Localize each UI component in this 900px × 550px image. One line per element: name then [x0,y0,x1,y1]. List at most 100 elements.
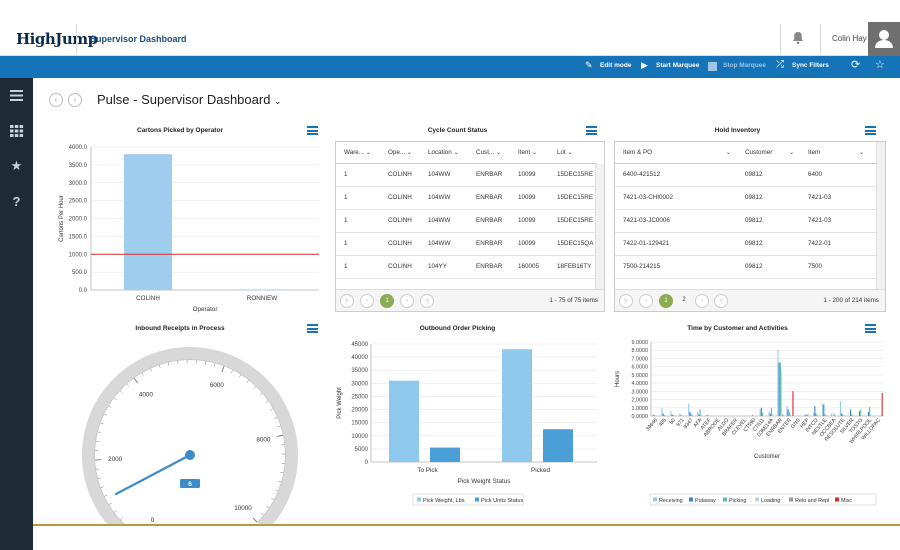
page-button[interactable]: 2 [682,297,686,303]
bar [688,403,690,416]
column-header-label: Item & PO [623,148,653,156]
bar [816,414,818,416]
cell: 6400-421512 [615,163,737,187]
bar [822,403,824,416]
x-tick-label: COLINH [136,295,160,302]
column-header[interactable]: Lot ⌄ [549,142,597,164]
table-row[interactable]: 7421-03-CHI0002 09812 7421-03 [615,186,878,210]
last-page-button[interactable]: ›| [714,294,728,308]
chevron-down-icon: ⌄ [274,96,282,106]
cell: 7422-01-129421 [615,232,737,256]
column-header[interactable]: Ope... ⌄ [380,142,420,164]
edit-mode-button[interactable]: Edit mode [600,62,632,69]
table-row[interactable]: 1 COLINH 104WW ENRBAR 10099 15DEC15RE [336,209,597,233]
bar [778,362,780,416]
highjump-logo[interactable]: HighJump [16,30,98,48]
panel-menu-icon[interactable] [865,126,876,135]
column-header[interactable]: Ware... ⌄ [336,142,380,164]
column-header[interactable]: Cust... ⌄ [468,142,510,164]
prev-page-button[interactable]: ‹ [360,294,374,308]
forward-button[interactable]: › [68,93,82,107]
cell: COLINH [380,232,420,256]
panel-menu-icon[interactable] [865,324,876,333]
cell: 10099 [510,186,549,210]
cell: COLINH [380,186,420,210]
bar [502,349,532,462]
vertical-scrollbar[interactable] [876,142,885,289]
gauge-tick [231,370,233,373]
y-tick-label: 1000.0 [69,252,88,258]
column-header-label: Cust... [476,148,495,156]
y-tick-label: 7.0000 [632,356,649,362]
cell: 7421-03-CHI0002 [615,186,737,210]
table-row[interactable]: 1 COLINH 104WW ENRBAR 10099 15DEC15QA [336,232,597,256]
grid-icon[interactable] [8,122,25,139]
column-header[interactable]: Item ⌄ [510,142,549,164]
back-button[interactable]: ‹ [49,93,63,107]
y-tick-label: 4.0000 [632,381,649,387]
gauge-tick [276,434,284,437]
table-row[interactable]: 1 COLINH 104YY ENRBAR 160005 18FEB16TY [336,255,597,279]
first-page-button[interactable]: |‹ [619,294,633,308]
next-page-button[interactable]: › [400,294,414,308]
bar [769,413,771,416]
bar [860,409,862,416]
bar [763,415,765,416]
page-button-current[interactable]: 1 [659,294,673,308]
panel-menu-icon[interactable] [307,126,318,135]
gauge-tick [108,405,112,408]
page-button-current[interactable]: 1 [380,294,394,308]
bell-icon[interactable] [792,31,804,45]
first-page-button[interactable]: |‹ [340,294,354,308]
x-axis-label: Pick Weight Status [458,478,511,485]
bar [839,401,841,416]
bar [543,429,573,462]
gauge-tick [126,383,129,387]
cell: 09812 [737,255,800,279]
table-row[interactable]: 7500-214215 09812 7500 [615,255,878,279]
y-tick-label: 2500.0 [69,199,88,205]
table-row[interactable]: 6400-421512 09812 6400 [615,163,878,187]
gauge-tick [214,363,216,367]
start-marquee-button[interactable]: Start Marquee [656,62,700,69]
user-name[interactable]: Colin Hay [832,34,867,43]
y-tick-label: 45000 [351,342,368,348]
header-divider [76,24,77,54]
bar [430,447,460,462]
table-row[interactable]: 7422-01-129421 09812 7422-01 [615,232,878,256]
column-header[interactable]: Location ⌄ [420,142,468,164]
column-header[interactable]: Customer ⌄ [737,142,800,164]
stop-marquee-button[interactable]: Stop Marquee [723,62,766,69]
panel-menu-icon[interactable] [586,126,597,135]
y-tick-label: 1.0000 [632,406,649,412]
avatar[interactable] [868,22,900,56]
column-header-label: Customer [745,148,773,156]
y-tick-label: 1500.0 [69,234,88,240]
bar [706,415,708,416]
column-header[interactable]: Item & PO ⌄ [615,142,737,164]
sync-filters-button[interactable]: Sync Filters [792,62,829,69]
panel-menu-icon[interactable] [307,324,318,333]
last-page-button[interactable]: ›| [420,294,434,308]
bar [813,412,815,416]
gauge-tick [252,517,258,523]
gauge-tick [265,400,269,403]
table-row[interactable]: 7421-03-JC0006 09812 7421-03 [615,209,878,233]
menu-icon[interactable] [8,87,25,104]
help-icon[interactable]: ? [12,194,21,209]
star-outline-icon[interactable]: ☆ [875,59,885,71]
page-title[interactable]: Pulse - Supervisor Dashboard ⌄ [97,92,282,107]
refresh-icon[interactable]: ⟳ [851,59,861,71]
star-icon[interactable]: ★ [10,158,23,173]
x-axis-label: Operator [193,306,218,313]
column-header[interactable]: Item ⌄ [800,142,878,164]
prev-page-button[interactable]: ‹ [639,294,653,308]
gauge-tick [141,372,144,376]
table-row[interactable]: 1 COLINH 104WW ENRBAR 10099 15DEC15RE [336,186,597,210]
bar [850,409,852,416]
gauge-tick [280,471,284,474]
vertical-scrollbar[interactable] [595,164,604,289]
legend-swatch [723,497,727,502]
next-page-button[interactable]: › [695,294,709,308]
table-row[interactable]: 1 COLINH 104WW ENRBAR 10099 15DEC15RE [336,163,597,187]
